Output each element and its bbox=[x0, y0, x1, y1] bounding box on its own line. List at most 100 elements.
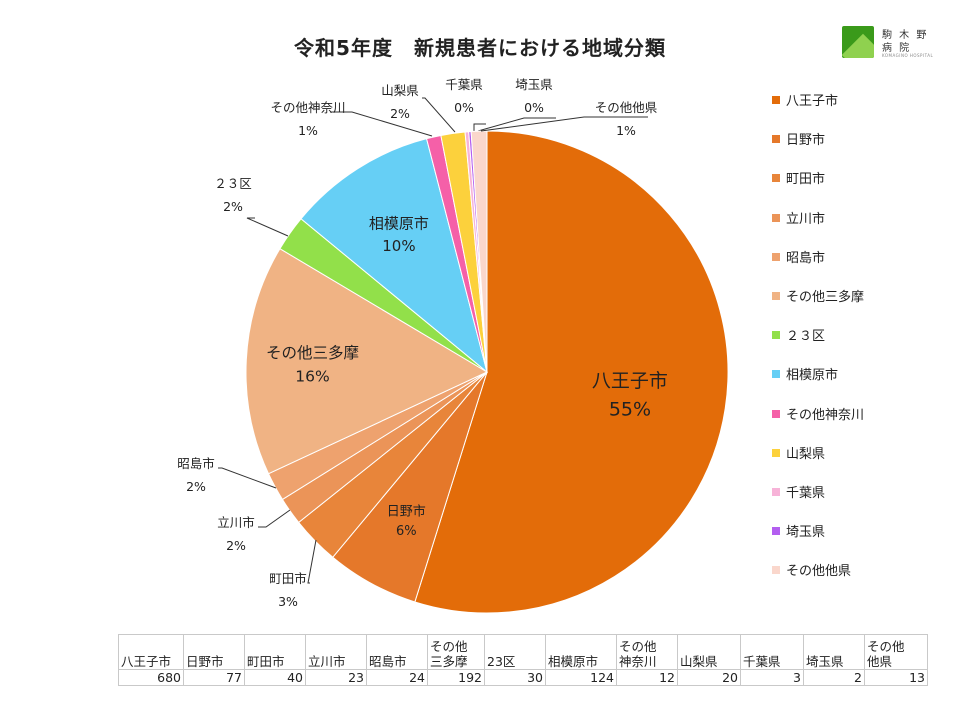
table-value-cell: 124 bbox=[545, 669, 617, 686]
legend-item-1: 八王子市 bbox=[772, 90, 838, 110]
table-header-cell: 山梨県 bbox=[677, 634, 741, 670]
legend-swatch-icon bbox=[772, 174, 780, 183]
legend-swatch-icon bbox=[772, 292, 780, 300]
legend-swatch-icon bbox=[772, 409, 780, 418]
table-value-cell: 2 bbox=[803, 669, 865, 686]
table-value-cell: 20 bbox=[677, 669, 741, 686]
slice-label-7: ２３区 bbox=[214, 176, 252, 191]
legend-item-3: 町田市 bbox=[772, 168, 825, 188]
legend-item-9: その他神奈川 bbox=[772, 404, 864, 424]
legend-label: 町田市 bbox=[786, 172, 826, 188]
table-header-cell: 埼玉県 bbox=[803, 634, 865, 670]
chart-title: 令和5年度 新規患者における地域分類 bbox=[294, 36, 666, 60]
logo-text-line2: 病 院 bbox=[882, 43, 912, 54]
slice-label-1: 八王子市 bbox=[592, 370, 668, 392]
hospital-logo: 駒 木 野 病 院 KOMAGINO HOSPITAL bbox=[842, 26, 952, 62]
leader-line-13 bbox=[480, 116, 648, 132]
legend-swatch-icon bbox=[772, 566, 780, 575]
legend-item-4: 立川市 bbox=[772, 208, 825, 228]
slice-percent-6: 16% bbox=[295, 367, 329, 385]
leader-line-11 bbox=[473, 123, 486, 131]
pie-slice-8 bbox=[300, 138, 488, 374]
legend-label: 埼玉県 bbox=[786, 525, 826, 541]
legend-item-10: 山梨県 bbox=[772, 443, 825, 463]
legend-swatch-icon bbox=[772, 527, 780, 536]
leader-line-3 bbox=[307, 539, 317, 584]
table-value-cell: 3 bbox=[740, 669, 804, 686]
table-value-cell: 77 bbox=[183, 669, 245, 686]
slice-label-5: 昭島市 bbox=[177, 456, 215, 471]
legend-label: 日野市 bbox=[786, 133, 826, 149]
leader-line-7 bbox=[246, 217, 289, 237]
slice-percent-11: 0% bbox=[454, 100, 474, 115]
table-value-cell: 13 bbox=[864, 669, 928, 686]
legend-label: 山梨県 bbox=[786, 446, 826, 462]
slice-label-10: 山梨県 bbox=[381, 83, 419, 98]
pie-slice-13 bbox=[470, 130, 488, 373]
leader-line-12 bbox=[477, 117, 556, 132]
legend-item-11: 千葉県 bbox=[772, 482, 825, 502]
legend-label: その他三多摩 bbox=[786, 290, 865, 305]
slice-percent-4: 2% bbox=[226, 538, 246, 553]
leader-line-10 bbox=[422, 97, 456, 133]
slice-percent-9: 1% bbox=[298, 123, 318, 138]
legend-label: 千葉県 bbox=[786, 486, 826, 501]
legend-item-8: 相模原市 bbox=[772, 364, 838, 384]
legend-swatch-icon bbox=[772, 252, 780, 261]
legend-label: その他他県 bbox=[786, 564, 852, 580]
leader-line-5 bbox=[218, 467, 277, 489]
slice-label-11: 千葉県 bbox=[445, 77, 483, 92]
logo-mark-icon bbox=[842, 26, 874, 58]
legend-item-7: ２３区 bbox=[772, 325, 825, 345]
table-value-cell: 24 bbox=[366, 669, 428, 686]
leader-line-9 bbox=[330, 111, 433, 137]
table-header-cell: その他 神奈川 bbox=[616, 634, 678, 670]
legend-swatch-icon bbox=[772, 448, 780, 457]
table-header-cell: 昭島市 bbox=[366, 634, 428, 670]
legend-label: ２３区 bbox=[786, 329, 826, 345]
slice-percent-5: 2% bbox=[186, 479, 206, 494]
legend-label: 八王子市 bbox=[786, 94, 839, 109]
table-header-cell: 相模原市 bbox=[545, 634, 617, 670]
table-value-cell: 40 bbox=[244, 669, 306, 686]
table-header-cell: 町田市 bbox=[244, 634, 306, 670]
legend-item-12: 埼玉県 bbox=[772, 521, 825, 541]
leader-line-4 bbox=[258, 509, 291, 528]
slice-percent-2: 6% bbox=[396, 524, 417, 539]
slice-percent-3: 3% bbox=[278, 594, 298, 609]
slice-percent-12: 0% bbox=[524, 100, 544, 115]
legend-swatch-icon bbox=[772, 488, 780, 496]
logo-text-line3: KOMAGINO HOSPITAL bbox=[882, 53, 934, 58]
legend-item-6: その他三多摩 bbox=[772, 286, 864, 306]
table-value-cell: 192 bbox=[427, 669, 485, 686]
slice-label-12: 埼玉県 bbox=[515, 77, 553, 92]
table-value-cell: 12 bbox=[616, 669, 678, 686]
slice-label-13: その他他県 bbox=[595, 100, 658, 115]
legend-item-13: その他他県 bbox=[772, 560, 851, 580]
table-value-cell: 30 bbox=[484, 669, 546, 686]
table-header-cell: 23区 bbox=[484, 634, 546, 670]
slice-label-3: 町田市 bbox=[269, 571, 307, 586]
table-value-cell: 23 bbox=[305, 669, 367, 686]
pie-slice-6 bbox=[245, 248, 489, 475]
legend-swatch-icon bbox=[772, 370, 780, 379]
slice-percent-7: 2% bbox=[223, 199, 243, 214]
legend-label: 相模原市 bbox=[786, 368, 839, 384]
legend-label: 昭島市 bbox=[786, 250, 826, 266]
slice-percent-1: 55% bbox=[609, 399, 651, 421]
slice-label-8: 相模原市 bbox=[369, 215, 429, 233]
slice-label-9: その他神奈川 bbox=[270, 100, 345, 115]
slice-percent-8: 10% bbox=[382, 237, 415, 255]
slice-label-6: その他三多摩 bbox=[266, 344, 359, 362]
legend-item-5: 昭島市 bbox=[772, 247, 825, 267]
table-value-cell: 680 bbox=[118, 669, 184, 686]
table-header-cell: その他 三多摩 bbox=[427, 634, 485, 670]
legend-swatch-icon bbox=[772, 213, 780, 222]
legend-swatch-icon bbox=[772, 135, 780, 144]
legend-item-2: 日野市 bbox=[772, 129, 825, 149]
table-header-cell: 千葉県 bbox=[740, 634, 804, 670]
legend-label: 立川市 bbox=[786, 211, 826, 227]
slice-label-2: 日野市 bbox=[387, 504, 426, 520]
logo-text-line1: 駒 木 野 bbox=[882, 30, 929, 41]
